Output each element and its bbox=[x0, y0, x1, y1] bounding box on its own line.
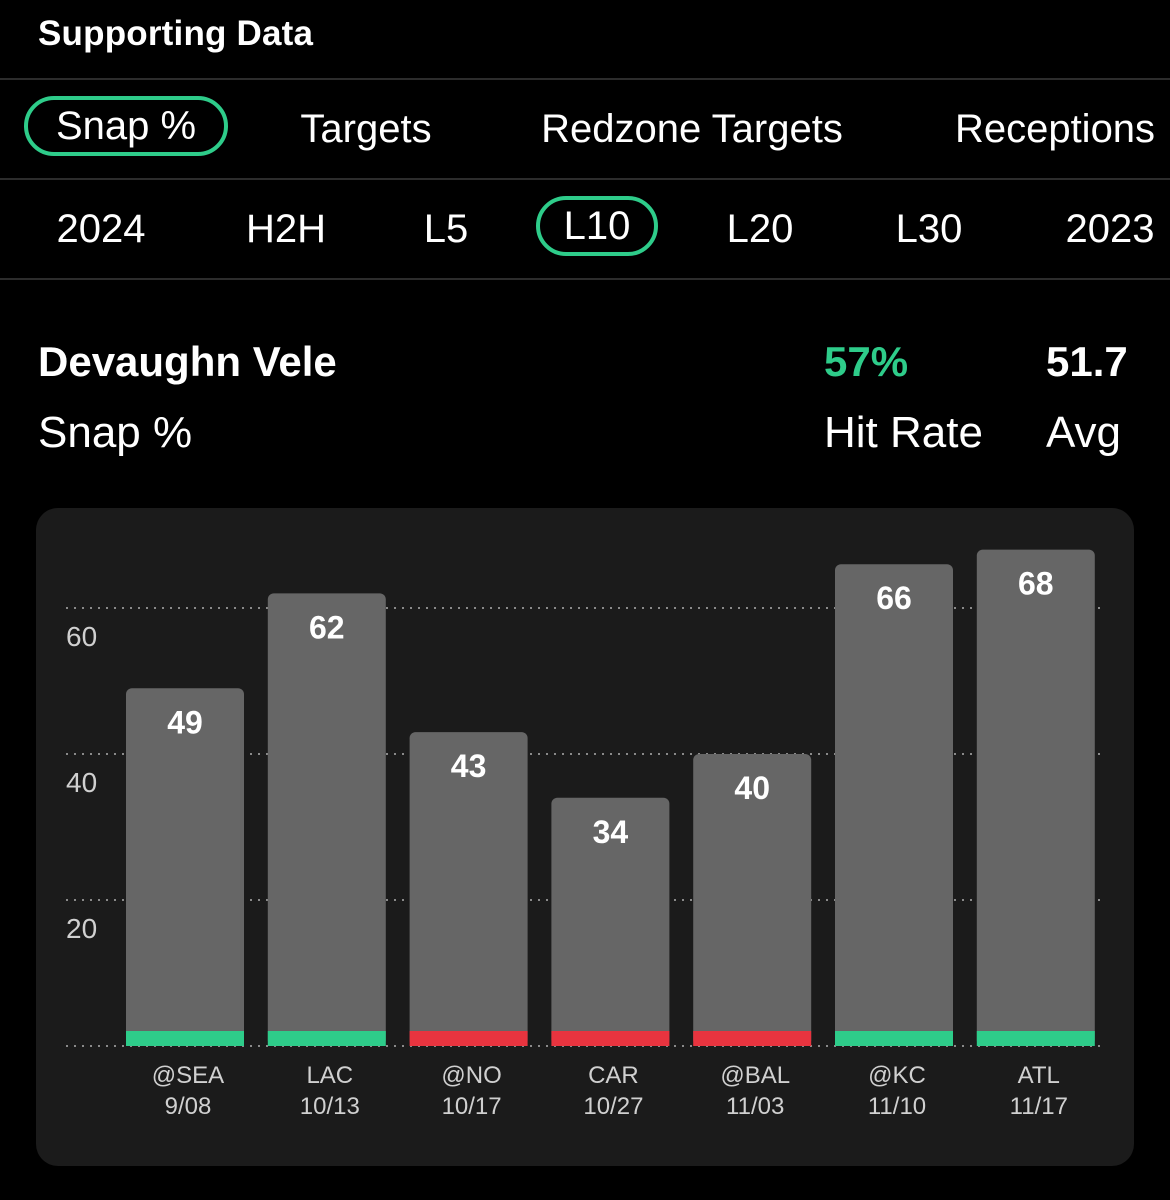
bar-outcome-strip bbox=[267, 1031, 386, 1046]
bar-outcome-strip bbox=[409, 1031, 528, 1046]
bar[interactable] bbox=[693, 754, 812, 1046]
x-label-date: 11/10 bbox=[868, 1093, 926, 1120]
x-label-date: 10/27 bbox=[583, 1093, 643, 1120]
y-tick-label: 20 bbox=[66, 913, 97, 944]
bar-value-label: 68 bbox=[1018, 566, 1054, 602]
stat-tabs: Snap % Targets Redzone Targets Reception… bbox=[0, 80, 1170, 180]
x-label-date: 11/03 bbox=[726, 1093, 784, 1120]
x-label-date: 9/08 bbox=[165, 1093, 212, 1120]
bar[interactable] bbox=[409, 732, 528, 1046]
x-label-date: 10/13 bbox=[300, 1093, 360, 1120]
bar-value-label: 40 bbox=[734, 770, 770, 806]
bar-value-label: 49 bbox=[167, 704, 203, 740]
period-tab-l5[interactable]: L5 bbox=[423, 207, 469, 251]
bar-outcome-strip bbox=[693, 1031, 812, 1046]
period-tab-l10[interactable]: L10 bbox=[536, 196, 658, 256]
bar[interactable] bbox=[551, 797, 670, 1046]
tab-redzone-targets[interactable]: Redzone Targets bbox=[541, 107, 843, 151]
x-label-opponent: @SEA bbox=[152, 1062, 224, 1089]
snap-percent-chart: 49 @SEA 9/08 62 LAC 10/13 43 @NO 10/17 34 CAR 10/27… bbox=[66, 549, 1102, 1120]
bar-value-label: 43 bbox=[451, 748, 487, 784]
bar[interactable] bbox=[976, 549, 1095, 1046]
bar-outcome-strip bbox=[126, 1031, 244, 1046]
hit-rate-value: 57% bbox=[824, 338, 909, 385]
header-bar: Supporting Data bbox=[0, 0, 1170, 80]
x-label-opponent: LAC bbox=[306, 1062, 353, 1089]
x-label-opponent: @BAL bbox=[720, 1062, 790, 1089]
bar-outcome-strip bbox=[835, 1031, 953, 1046]
period-tab-l30[interactable]: L30 bbox=[895, 207, 963, 251]
x-label-date: 10/17 bbox=[442, 1093, 502, 1120]
hit-rate-label: Hit Rate bbox=[824, 408, 983, 457]
bar[interactable] bbox=[267, 593, 386, 1046]
average-value: 51.7 bbox=[1046, 338, 1128, 385]
bar-outcome-strip bbox=[976, 1031, 1095, 1046]
period-tab-2024[interactable]: 2024 bbox=[56, 207, 146, 251]
tab-snap-percent[interactable]: Snap % bbox=[24, 96, 228, 156]
bar[interactable] bbox=[835, 564, 953, 1046]
bar-outcome-strip bbox=[551, 1031, 670, 1046]
period-tab-2023[interactable]: 2023 bbox=[1065, 207, 1155, 251]
x-label-opponent: ATL bbox=[1018, 1062, 1060, 1089]
period-tabs: 2024 H2H L5 L10 L20 L30 2023 bbox=[0, 180, 1170, 280]
chart-card: 49 @SEA 9/08 62 LAC 10/13 43 @NO 10/17 34 CAR 10/27… bbox=[36, 508, 1134, 1166]
x-label-opponent: @NO bbox=[441, 1062, 501, 1089]
stat-label: Snap % bbox=[38, 408, 193, 457]
x-label-opponent: @KC bbox=[868, 1062, 926, 1089]
x-label-opponent: CAR bbox=[588, 1062, 639, 1089]
tab-receptions[interactable]: Receptions bbox=[954, 107, 1156, 151]
period-tab-h2h[interactable]: H2H bbox=[245, 207, 327, 251]
average-label: Avg bbox=[1046, 408, 1122, 457]
y-tick-label: 60 bbox=[66, 621, 97, 652]
tab-targets[interactable]: Targets bbox=[300, 107, 432, 151]
player-name: Devaughn Vele bbox=[38, 338, 337, 385]
page-title: Supporting Data bbox=[38, 14, 314, 53]
y-tick-label: 40 bbox=[66, 767, 97, 798]
bar-value-label: 66 bbox=[876, 580, 912, 616]
bar[interactable] bbox=[126, 688, 244, 1046]
bar-value-label: 62 bbox=[309, 609, 345, 645]
bar-value-label: 34 bbox=[593, 814, 629, 850]
period-tab-l20[interactable]: L20 bbox=[726, 207, 794, 251]
x-label-date: 11/17 bbox=[1010, 1093, 1068, 1120]
